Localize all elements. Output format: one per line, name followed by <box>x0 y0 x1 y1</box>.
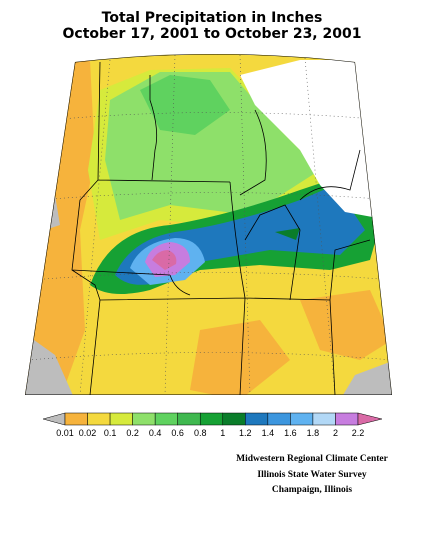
legend-label: 1.8 <box>307 428 320 438</box>
legend-swatch <box>199 412 224 426</box>
legend-swatch <box>109 412 133 426</box>
legend-swatch <box>222 412 246 426</box>
legend-label: 2.2 <box>352 428 365 438</box>
legend-label: 1 <box>220 428 225 438</box>
credit: Midwestern Regional Climate Center <box>236 454 388 464</box>
legend: 0.01 0.02 0.1 0.2 0.4 0.6 0.8 1 1.2 1.4 1.6 1.8 2 2.2 <box>42 412 383 438</box>
legend-swatch <box>290 412 314 426</box>
legend-swatch <box>245 412 269 426</box>
legend-swatch <box>87 412 111 426</box>
title-line: October 17, 2001 to October 23, 2001 <box>63 26 362 42</box>
legend-swatch <box>64 412 88 426</box>
legend-swatch <box>357 412 383 426</box>
legend-label: 1.2 <box>239 428 252 438</box>
legend-label: 1.6 <box>284 428 297 438</box>
legend-swatch <box>177 412 201 426</box>
legend-label: 0.6 <box>171 428 184 438</box>
legend-label: 0.01 <box>56 428 74 438</box>
legend-swatch <box>154 412 178 426</box>
legend-label: 0.1 <box>104 428 117 438</box>
legend-label: 0.2 <box>126 428 139 438</box>
legend-swatch <box>335 412 359 426</box>
legend-label: 1.4 <box>262 428 275 438</box>
legend-label: 0.4 <box>149 428 162 438</box>
credit: Illinois State Water Survey <box>257 470 366 480</box>
legend-label: 0.02 <box>79 428 97 438</box>
legend-label: 2 <box>333 428 338 438</box>
title-line: Total Precipitation in Inches <box>102 10 323 26</box>
credit: Champaign, Illinois <box>272 485 353 495</box>
precip-map <box>25 54 392 395</box>
legend-swatch <box>42 412 66 426</box>
legend-swatch <box>267 412 291 426</box>
legend-swatch <box>312 412 336 426</box>
legend-label: 0.8 <box>194 428 207 438</box>
legend-swatch <box>132 412 156 426</box>
